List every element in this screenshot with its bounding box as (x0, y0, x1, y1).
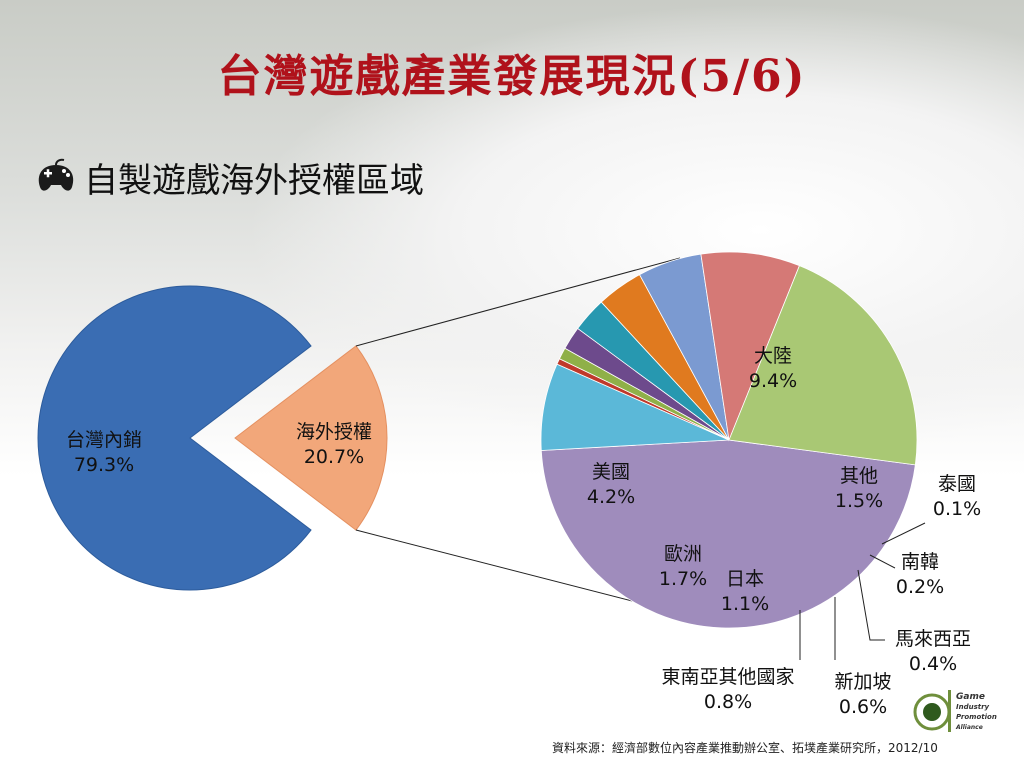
leader-line (869, 554, 896, 569)
label-3-name: 南韓 (901, 551, 939, 573)
gamepad-icon (38, 158, 74, 191)
label-5-name: 新加坡 (834, 671, 891, 693)
label-0-value: 9.4% (749, 370, 797, 392)
label-9: 美國 4.2% (587, 461, 635, 508)
label-overseas-value: 20.7% (304, 446, 364, 468)
slide-title: 台灣遊戲產業發展現況(5/6) (217, 51, 807, 102)
bullet-item: 自製遊戲海外授權區域 (34, 154, 424, 201)
connector-line (355, 257, 681, 347)
label-9-value: 4.2% (587, 486, 635, 508)
leader-line (857, 569, 885, 641)
label-2-value: 0.1% (933, 498, 981, 520)
label-domestic-value: 79.3% (74, 454, 134, 476)
pie-slice-domestic (37, 285, 312, 591)
logo-text: Alliance (955, 724, 983, 731)
pie-slice-0 (540, 439, 916, 629)
label-7-name: 日本 (726, 568, 764, 590)
label-7: 日本 1.1% (721, 568, 769, 615)
bullet-text: 自製遊戲海外授權區域 (84, 160, 424, 201)
source-note: 資料來源：經濟部數位內容產業推動辦公室、拓墣產業研究所，2012/10 (552, 741, 938, 755)
label-3: 南韓 0.2% (896, 551, 944, 598)
label-4-name: 馬來西亞 (895, 628, 971, 650)
label-domestic: 台灣內銷 79.3% (66, 429, 142, 476)
connector-line (355, 529, 641, 604)
label-8: 歐洲 1.7% (659, 543, 707, 590)
logo-text: Game (956, 692, 985, 702)
label-4: 馬來西亞 0.4% (895, 628, 971, 675)
label-2-name: 泰國 (938, 473, 976, 495)
label-8-name: 歐洲 (664, 543, 702, 565)
label-4-value: 0.4% (909, 653, 957, 675)
label-1-value: 1.5% (835, 490, 883, 512)
pie-slice-8 (700, 251, 800, 442)
label-1-name: 其他 (840, 465, 878, 487)
label-overseas: 海外授權 20.7% (296, 421, 372, 468)
label-6-value: 0.8% (704, 691, 752, 713)
logo-text: Promotion (956, 713, 997, 721)
gipa-logo: Game Industry Promotion Alliance (913, 690, 997, 732)
label-overseas-name: 海外授權 (296, 421, 372, 443)
label-1: 其他 1.5% (835, 465, 883, 512)
label-7-value: 1.1% (721, 593, 769, 615)
label-5: 新加坡 0.6% (834, 671, 891, 718)
label-8-value: 1.7% (659, 568, 707, 590)
label-6-name: 東南亞其他國家 (661, 666, 794, 688)
logo-text: Industry (956, 703, 990, 711)
pie-slice-overseas (234, 345, 388, 531)
label-domestic-name: 台灣內銷 (66, 429, 142, 451)
label-3-value: 0.2% (896, 576, 944, 598)
label-0-name: 大陸 (754, 345, 792, 367)
label-6: 東南亞其他國家 0.8% (661, 666, 794, 713)
pie-slice-9 (728, 265, 918, 466)
label-0: 大陸 9.4% (749, 345, 797, 392)
leader-line (881, 522, 926, 545)
label-9-name: 美國 (592, 461, 630, 483)
label-5-value: 0.6% (839, 696, 887, 718)
label-2: 泰國 0.1% (933, 473, 981, 520)
